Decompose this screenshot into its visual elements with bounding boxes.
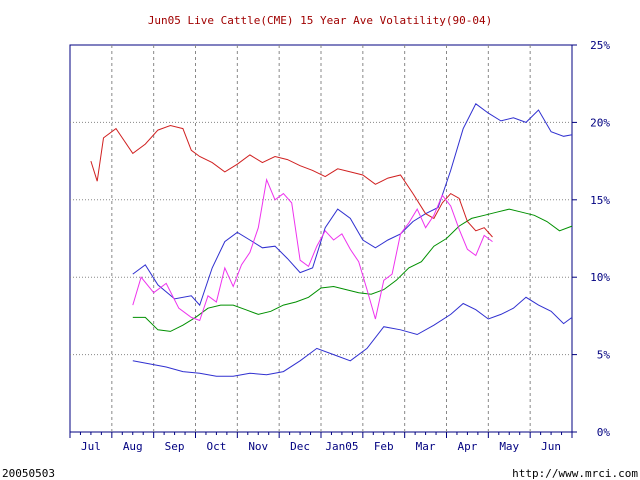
footer-date: 20050503 bbox=[2, 467, 55, 480]
series-line-green bbox=[132, 208, 573, 332]
x-tick-label: May bbox=[499, 440, 519, 453]
x-tick-label: Jul bbox=[81, 440, 101, 453]
x-tick-label: Mar bbox=[416, 440, 436, 453]
x-tick-label: Aug bbox=[123, 440, 143, 453]
series-line-magenta bbox=[132, 177, 493, 322]
x-tick-label: Nov bbox=[248, 440, 268, 453]
y-tick-label: 25% bbox=[590, 39, 610, 52]
series-line-blue-lower bbox=[132, 296, 573, 377]
x-tick-label: Sep bbox=[165, 440, 185, 453]
x-tick-label: Jan05 bbox=[325, 440, 358, 453]
x-tick-label: Oct bbox=[206, 440, 226, 453]
chart-title: Jun05 Live Cattle(CME) 15 Year Ave Volat… bbox=[148, 14, 492, 27]
footer-url[interactable]: http://www.mrci.com bbox=[512, 467, 638, 480]
axes: 0% 5% 10% 15% 20% 25% Jul Aug Sep Oct Nov Dec Jan05 F… bbox=[69, 39, 611, 453]
x-tick-label: Feb bbox=[374, 440, 394, 453]
y-tick-label: 10% bbox=[590, 271, 610, 284]
x-tick-label: Apr bbox=[457, 440, 477, 453]
y-tick-label: 5% bbox=[597, 349, 611, 362]
x-tick-label: Jun bbox=[541, 440, 561, 453]
y-tick-label: 0% bbox=[597, 426, 611, 439]
y-tick-label: 20% bbox=[590, 116, 610, 129]
y-tick-label: 15% bbox=[590, 194, 610, 207]
series-lines bbox=[90, 103, 573, 377]
series-line-red bbox=[90, 124, 493, 238]
series-line-blue-upper bbox=[132, 103, 573, 307]
x-tick-label: Dec bbox=[290, 440, 310, 453]
